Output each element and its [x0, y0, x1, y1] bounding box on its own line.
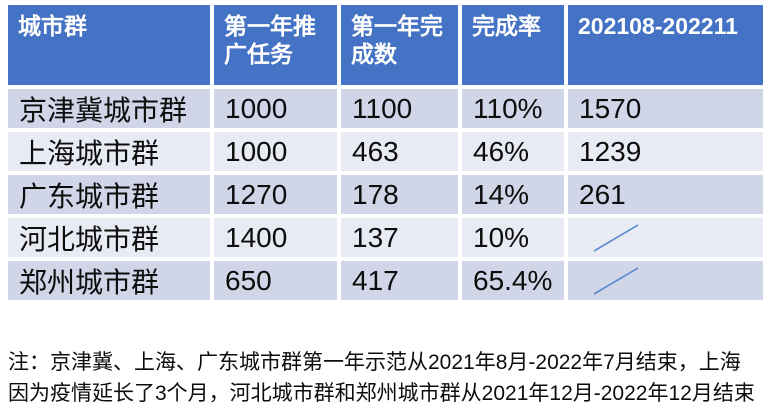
table-cell-period: 1239	[568, 132, 763, 171]
table-cell-period-empty	[568, 218, 763, 257]
header-cell-city-cluster: 城市群	[8, 5, 210, 85]
footnote: 注：京津冀、上海、广东城市群第一年示范从2021年8月-2022年7月结束，上海…	[8, 347, 766, 409]
table-cell-done: 178	[341, 175, 458, 214]
diagonal-slash-icon	[593, 223, 639, 252]
diagonal-slash-icon	[593, 266, 639, 295]
table-cell-name: 郑州城市群	[8, 261, 210, 300]
table-cell-name: 广东城市群	[8, 175, 210, 214]
table-cell-done: 463	[341, 132, 458, 171]
header-cell-first-year-task: 第一年推广任务	[214, 5, 337, 85]
header-cell-period: 202108-202211	[568, 5, 763, 85]
table-cell-task: 1400	[214, 218, 337, 257]
table-cell-rate: 46%	[462, 132, 564, 171]
table-cell-task: 1000	[214, 132, 337, 171]
table-cell-rate: 65.4%	[462, 261, 564, 300]
header-cell-first-year-done: 第一年完成数	[341, 5, 458, 85]
table-cell-rate: 110%	[462, 89, 564, 128]
table-cell-period-empty	[568, 261, 763, 300]
city-cluster-table: 城市群 第一年推广任务 第一年完成数 完成率 202108-202211 京津冀…	[8, 5, 763, 300]
table-cell-task: 1270	[214, 175, 337, 214]
table-cell-period: 261	[568, 175, 763, 214]
table-cell-rate: 14%	[462, 175, 564, 214]
table-cell-name: 京津冀城市群	[8, 89, 210, 128]
table-cell-task: 1000	[214, 89, 337, 128]
table-cell-task: 650	[214, 261, 337, 300]
header-cell-completion-rate: 完成率	[462, 5, 564, 85]
table-cell-rate: 10%	[462, 218, 564, 257]
footnote-line1: 注：京津冀、上海、广东城市群第一年示范从2021年8月-2022年7月结束，上海	[8, 351, 741, 374]
footnote-line2: 因为疫情延长了3个月，河北城市群和郑州城市群从2021年12月-2022年12月…	[8, 382, 755, 405]
table-cell-done: 1100	[341, 89, 458, 128]
table-cell-done: 137	[341, 218, 458, 257]
table-cell-period: 1570	[568, 89, 763, 128]
table-cell-name: 河北城市群	[8, 218, 210, 257]
table-cell-name: 上海城市群	[8, 132, 210, 171]
table-cell-done: 417	[341, 261, 458, 300]
